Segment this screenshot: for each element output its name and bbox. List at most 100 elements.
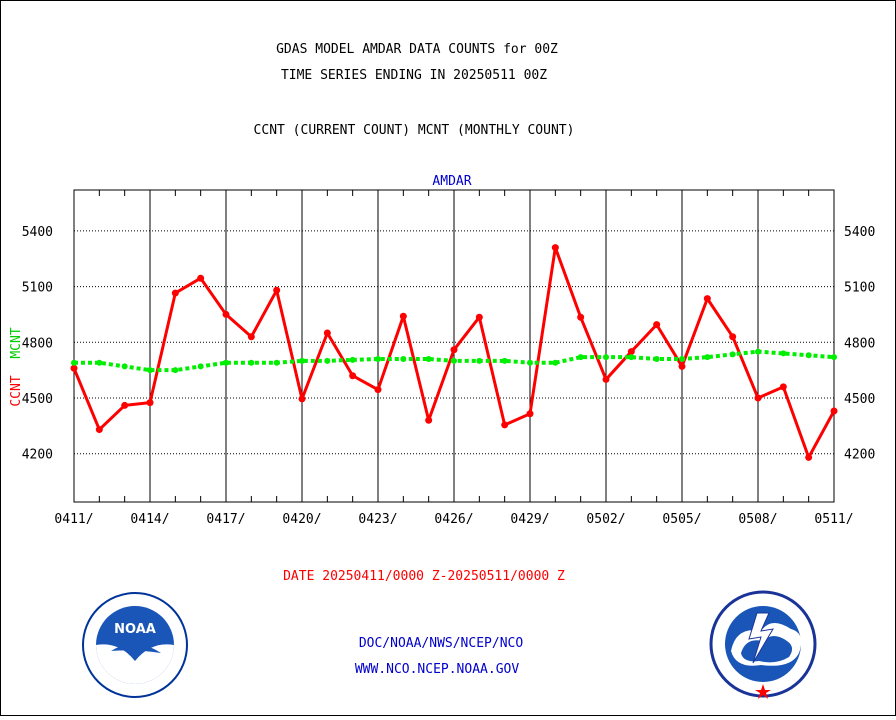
point-ccnt	[602, 375, 610, 383]
credit-line1: DOC/NOAA/NWS/NCEP/NCO	[359, 636, 524, 651]
xtick-label: 0429/	[510, 512, 549, 527]
ytick-label-left: 4200	[22, 448, 53, 463]
point-ccnt	[678, 362, 686, 370]
point-mcnt	[653, 356, 660, 362]
point-mcnt	[628, 354, 635, 361]
ylabel-mcnt: MCNT	[9, 327, 24, 358]
xtick-label: 0420/	[282, 512, 321, 527]
ytick-label-left: 5100	[22, 281, 53, 296]
point-mcnt	[527, 359, 533, 366]
nws-logo	[709, 590, 817, 699]
point-ccnt	[754, 394, 762, 402]
point-mcnt	[780, 350, 787, 357]
point-ccnt	[653, 321, 661, 329]
point-mcnt	[197, 363, 204, 370]
xtick-label: 0426/	[434, 512, 473, 527]
point-mcnt	[831, 354, 837, 361]
point-mcnt	[501, 357, 508, 364]
title-line1: GDAS MODEL AMDAR DATA COUNTS for 00Z	[276, 42, 558, 57]
point-ccnt	[323, 329, 331, 337]
point-mcnt	[729, 351, 736, 358]
point-ccnt	[273, 286, 281, 294]
point-ccnt	[399, 312, 407, 320]
ytick-label-right: 5400	[844, 225, 875, 240]
xtick-label: 0505/	[662, 512, 701, 527]
point-ccnt	[349, 372, 357, 380]
point-mcnt	[299, 357, 305, 364]
point-mcnt	[400, 356, 407, 362]
ytick-label-left: 4800	[22, 336, 53, 351]
point-mcnt	[273, 359, 280, 366]
ytick-label-right: 4500	[844, 392, 875, 407]
point-ccnt	[146, 399, 154, 407]
point-mcnt	[349, 356, 356, 363]
point-mcnt	[147, 367, 153, 374]
point-mcnt	[603, 354, 609, 361]
point-ccnt	[374, 386, 382, 394]
xtick-label: 0511/	[814, 512, 853, 527]
point-mcnt	[71, 359, 77, 366]
xtick-label: 0508/	[738, 512, 777, 527]
point-mcnt	[552, 359, 559, 366]
point-mcnt	[425, 356, 432, 362]
ylabel-ccnt: CCNT	[9, 375, 24, 406]
point-mcnt	[805, 352, 812, 359]
point-ccnt	[425, 416, 433, 424]
point-ccnt	[805, 453, 813, 461]
point-mcnt	[121, 363, 128, 370]
title-line2: TIME SERIES ENDING IN 20250511 00Z	[281, 68, 547, 83]
point-mcnt	[223, 359, 229, 366]
point-ccnt	[247, 333, 255, 341]
point-mcnt	[324, 357, 331, 364]
point-ccnt	[450, 346, 458, 354]
point-ccnt	[703, 295, 711, 303]
point-mcnt	[375, 356, 381, 362]
ytick-label-right: 4200	[844, 448, 875, 463]
point-ccnt	[222, 310, 230, 318]
point-ccnt	[627, 348, 635, 356]
point-ccnt	[779, 383, 787, 391]
point-ccnt	[171, 289, 179, 297]
point-mcnt	[96, 359, 103, 366]
point-ccnt	[830, 407, 838, 415]
point-ccnt	[475, 313, 483, 321]
xtick-label: 0423/	[358, 512, 397, 527]
point-mcnt	[476, 357, 483, 364]
grid	[73, 190, 835, 502]
point-ccnt	[501, 421, 509, 429]
ytick-label-right: 5100	[844, 281, 875, 296]
chart-title: AMDAR	[432, 174, 471, 189]
xtick-label: 0414/	[130, 512, 169, 527]
point-mcnt	[172, 367, 179, 374]
xtick-label: 0417/	[206, 512, 245, 527]
ytick-label-left: 5400	[22, 225, 53, 240]
date-range: DATE 20250411/0000 Z-20250511/0000 Z	[283, 569, 565, 584]
ytick-label-right: 4800	[844, 336, 875, 351]
point-ccnt	[70, 364, 78, 372]
point-mcnt	[577, 354, 584, 361]
point-mcnt	[704, 354, 711, 361]
point-ccnt	[121, 401, 129, 409]
subtitle: CCNT (CURRENT COUNT) MCNT (MONTHLY COUNT…	[254, 123, 575, 138]
point-ccnt	[298, 395, 306, 403]
point-ccnt	[197, 274, 205, 282]
plot-area-border	[73, 189, 835, 503]
noaa-logo: NOAA	[82, 592, 188, 698]
series-group	[70, 244, 838, 461]
credit-line2: WWW.NCO.NCEP.NOAA.GOV	[355, 662, 520, 677]
point-mcnt	[248, 359, 255, 366]
point-ccnt	[551, 244, 559, 252]
tick-labels: 4200 4200 4500 4500 4800 4800 5100 5100 5400 5400…	[22, 225, 876, 527]
point-mcnt	[755, 348, 761, 355]
axes	[73, 189, 835, 503]
xtick-label: 0411/	[54, 512, 93, 527]
noaa-wordmark: NOAA	[114, 622, 156, 637]
point-mcnt	[451, 357, 457, 364]
xtick-label: 0502/	[586, 512, 625, 527]
point-ccnt	[526, 410, 534, 418]
ytick-label-left: 4500	[22, 392, 53, 407]
point-ccnt	[95, 426, 103, 434]
point-ccnt	[577, 313, 585, 321]
